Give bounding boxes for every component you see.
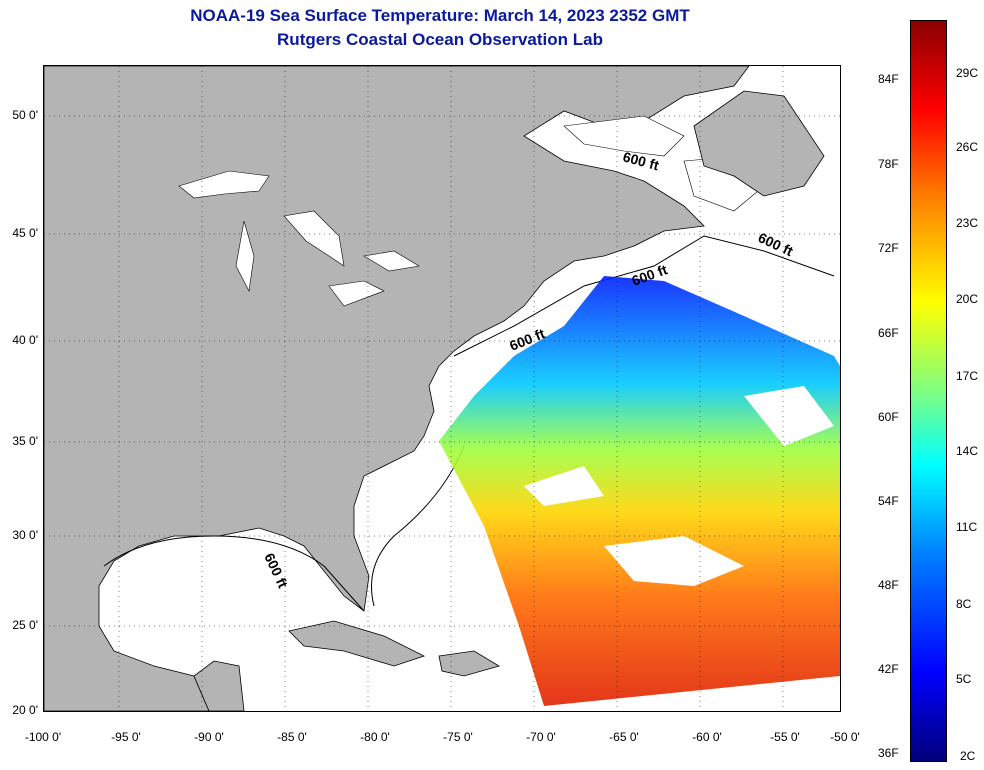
lat-label: 30 0' xyxy=(12,528,38,542)
lon-label: -90 0' xyxy=(194,730,224,744)
scale-label-c: 26C xyxy=(956,140,979,154)
lon-label: -70 0' xyxy=(526,730,556,744)
lat-label: 25 0' xyxy=(12,618,38,632)
map-subtitle: Rutgers Coastal Ocean Observation Lab xyxy=(277,30,603,49)
map-canvas: 600 ft 600 ft 600 ft 600 ft 600 ft xyxy=(44,66,840,711)
scale-label-f: 42F xyxy=(878,662,899,676)
scale-label-f: 66F xyxy=(878,326,899,340)
lon-label: -100 0' xyxy=(24,730,62,744)
lat-label: 45 0' xyxy=(12,226,38,240)
land-yucatan xyxy=(193,660,245,711)
scale-label-c: 20C xyxy=(956,292,979,306)
lon-label: -60 0' xyxy=(692,730,722,744)
lon-label: -65 0' xyxy=(609,730,639,744)
lat-label: 35 0' xyxy=(12,434,38,448)
sst-swath xyxy=(439,276,840,706)
scale-label-f: 84F xyxy=(878,72,899,86)
land-north-america xyxy=(44,66,750,711)
lon-label: -95 0' xyxy=(111,730,141,744)
scale-label-c: 2C xyxy=(960,749,976,763)
great-lakes xyxy=(178,170,420,307)
map-title: NOAA-19 Sea Surface Temperature: March 1… xyxy=(190,6,690,25)
lon-label: -85 0' xyxy=(277,730,307,744)
color-scale-bar xyxy=(910,20,947,762)
land-newfoundland xyxy=(693,90,825,197)
land-hispaniola xyxy=(438,650,500,677)
lon-label: -75 0' xyxy=(443,730,473,744)
scale-label-c: 8C xyxy=(956,597,972,611)
lat-label: 40 0' xyxy=(12,333,38,347)
scale-label-f: 36F xyxy=(878,746,899,760)
scale-label-c: 17C xyxy=(956,369,979,383)
land-cuba xyxy=(288,620,426,667)
lon-label: -50 0' xyxy=(830,730,860,744)
scale-label-c: 11C xyxy=(956,520,978,534)
scale-label-c: 29C xyxy=(956,66,979,80)
scale-label-f: 72F xyxy=(878,241,899,255)
scale-label-c: 5C xyxy=(956,672,972,686)
lat-label: 50 0' xyxy=(12,108,38,122)
scale-label-f: 78F xyxy=(878,157,899,171)
lon-label: -55 0' xyxy=(770,730,800,744)
sst-map[interactable]: 600 ft 600 ft 600 ft 600 ft 600 ft xyxy=(43,65,841,712)
scale-label-c: 14C xyxy=(956,444,979,458)
scale-label-f: 54F xyxy=(878,494,899,508)
scale-label-c: 23C xyxy=(956,216,979,230)
lat-label: 20 0' xyxy=(12,703,38,717)
scale-label-f: 60F xyxy=(878,410,899,424)
scale-label-f: 48F xyxy=(878,578,899,592)
lon-label: -80 0' xyxy=(360,730,390,744)
